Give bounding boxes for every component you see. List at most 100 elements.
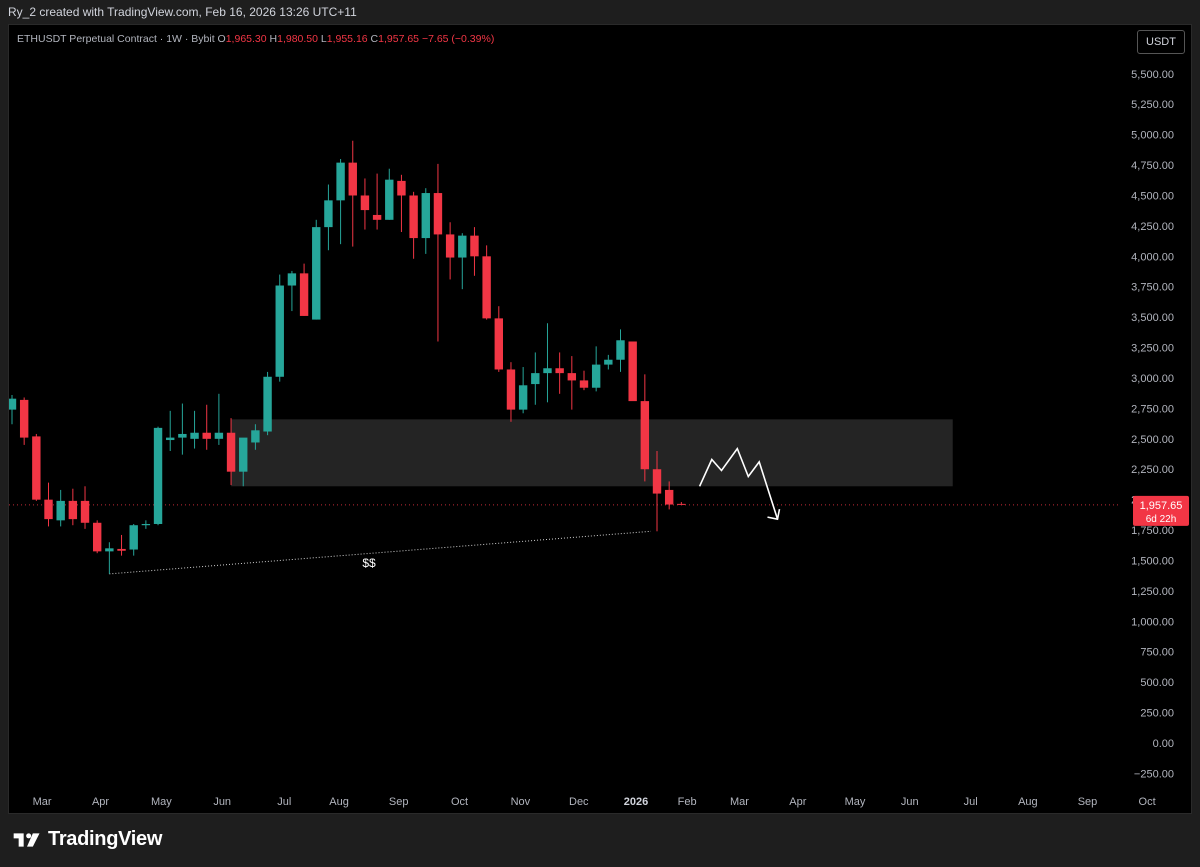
x-tick-label: May	[151, 796, 172, 808]
candle	[190, 410, 199, 449]
y-tick-label: 750.00	[1140, 647, 1174, 659]
candle	[421, 188, 430, 254]
candle-body	[482, 256, 491, 319]
symbol-legend: ETHUSDT Perpetual Contract · 1W · Bybit …	[17, 33, 494, 45]
y-tick-label: 1,000.00	[1131, 616, 1174, 628]
candle	[470, 227, 479, 276]
price-chart[interactable]: $$ 5,500.00 5,250.00 5,000.00 4,750.00 4,500…	[9, 25, 1192, 814]
candle-body	[166, 437, 175, 441]
candle-body	[19, 399, 29, 438]
candle-body	[251, 430, 260, 443]
candle-body	[652, 469, 662, 494]
candle-countdown: 6d 22h	[1146, 514, 1177, 525]
candle-body	[44, 499, 53, 520]
candle	[482, 245, 491, 320]
candle	[202, 404, 211, 450]
close-value: 1,957.65	[378, 33, 420, 45]
symbol-info: ETHUSDT Perpetual Contract · 1W · Bybit	[17, 33, 215, 45]
candle-body	[153, 427, 163, 524]
candle	[677, 502, 686, 506]
y-tick-label: 3,750.00	[1131, 282, 1174, 294]
x-tick-label: Oct	[451, 796, 468, 808]
candle	[616, 329, 625, 372]
candle	[44, 482, 53, 527]
candle-body	[567, 373, 577, 381]
candle-body	[518, 385, 528, 410]
candle-body	[628, 341, 637, 402]
candle	[239, 437, 248, 487]
candle-body	[129, 525, 138, 550]
y-tick-label: 250.00	[1140, 708, 1174, 720]
open-label: O	[217, 33, 226, 45]
candle-body	[604, 359, 613, 365]
x-tick-label: Jul	[964, 796, 978, 808]
close-label: C	[370, 33, 379, 45]
candle-body	[421, 193, 430, 239]
y-tick-label: 2,250.00	[1131, 464, 1174, 476]
chart-panel[interactable]: $$ 5,500.00 5,250.00 5,000.00 4,750.00 4,500…	[8, 24, 1192, 814]
candle	[178, 403, 187, 455]
x-tick-label: Oct	[1139, 796, 1156, 808]
candle	[397, 174, 406, 232]
candle	[275, 274, 284, 382]
candle-body	[68, 500, 78, 520]
candle	[153, 426, 163, 526]
liquidity-label: $$	[362, 556, 376, 570]
candle	[80, 486, 90, 529]
candle	[336, 158, 345, 245]
candle-body	[32, 436, 41, 500]
y-tick-label: 5,500.00	[1131, 69, 1174, 81]
currency-button[interactable]: USDT	[1137, 30, 1185, 54]
candle	[409, 191, 418, 259]
candle	[251, 424, 260, 450]
candle-body	[178, 433, 187, 438]
candle-body	[56, 500, 65, 521]
candle-body	[92, 522, 102, 552]
candle	[494, 306, 503, 372]
tradingview-logo[interactable]: TradingView	[12, 828, 162, 851]
candle	[324, 184, 333, 251]
x-tick-label: Mar	[730, 796, 749, 808]
candle	[32, 433, 41, 501]
y-tick-label: 1,500.00	[1131, 555, 1174, 567]
y-tick-label: 3,250.00	[1131, 343, 1174, 355]
candle-body	[640, 401, 650, 470]
candle	[506, 362, 516, 422]
candle	[287, 270, 297, 312]
x-tick-label: Aug	[1018, 796, 1038, 808]
candle-body	[470, 235, 479, 257]
candle-body	[190, 432, 199, 439]
x-tick-label: Dec	[569, 796, 589, 808]
high-label: H	[269, 33, 278, 45]
candle-body	[80, 500, 90, 523]
candle-body	[336, 162, 345, 201]
x-tick-label: Apr	[789, 796, 806, 808]
candle-body	[312, 227, 321, 320]
candle	[141, 520, 151, 529]
change-value: −7.65 (−0.39%)	[421, 33, 495, 45]
candle	[628, 341, 637, 402]
candle-body	[677, 503, 686, 505]
x-tick-label: 2026	[624, 796, 648, 808]
candle	[226, 418, 236, 486]
y-tick-label: 2,750.00	[1131, 403, 1174, 415]
low-value: 1,955.16	[326, 33, 368, 45]
x-tick-label: Jun	[901, 796, 919, 808]
candle-body	[299, 273, 309, 316]
candle-body	[372, 214, 382, 220]
candle-body	[591, 364, 601, 388]
y-tick-label: 3,500.00	[1131, 312, 1174, 324]
chart-caption: Ry_2 created with TradingView.com, Feb 1…	[8, 5, 357, 19]
candle	[166, 410, 175, 451]
candle-body	[506, 369, 516, 410]
candle-body	[263, 376, 272, 432]
high-value: 1,980.50	[277, 33, 318, 45]
projection-arrowhead	[767, 508, 781, 521]
candle	[445, 222, 455, 280]
candle-body	[141, 523, 151, 526]
tradingview-logo-icon	[13, 832, 40, 847]
candle	[385, 168, 394, 220]
y-tick-label: 1,750.00	[1131, 525, 1174, 537]
candle-body	[9, 398, 17, 410]
x-tick-label: Jul	[277, 796, 291, 808]
